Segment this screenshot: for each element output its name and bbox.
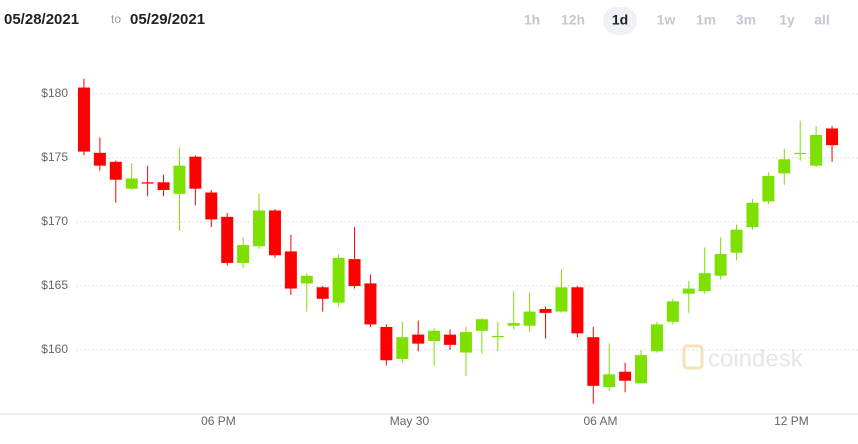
candle-body: [475, 319, 488, 331]
y-tick-label: $170: [41, 214, 68, 228]
x-tick-label: 12 PM: [774, 414, 809, 428]
candle-body: [555, 287, 568, 312]
y-tick-label: $160: [41, 342, 68, 356]
candle-body: [364, 283, 377, 325]
candle-body: [412, 334, 425, 344]
candle-body: [316, 287, 329, 299]
candle-body: [571, 287, 584, 334]
candle-body: [635, 355, 648, 384]
candle-body: [682, 288, 695, 294]
candle-body: [93, 152, 106, 166]
candle-body: [141, 182, 154, 184]
x-tick-label: 06 PM: [201, 414, 236, 428]
x-tick-label: 06 AM: [583, 414, 617, 428]
candle-body: [253, 210, 266, 247]
candle-body: [459, 332, 472, 353]
candle-body: [714, 253, 727, 276]
watermark: coindesk: [708, 345, 804, 372]
candle-body: [221, 216, 234, 263]
x-tick-label: May 30: [390, 414, 430, 428]
candle-body: [650, 324, 663, 352]
range-button-bg: [603, 7, 637, 35]
candle-body: [284, 251, 297, 289]
end-date: 05/29/2021: [130, 11, 205, 28]
range-button[interactable]: 1w: [657, 12, 676, 28]
range-button[interactable]: 1m: [696, 12, 716, 28]
start-date: 05/28/2021: [4, 11, 79, 28]
range-button[interactable]: all: [814, 12, 830, 28]
candle-body: [332, 257, 345, 303]
y-tick-label: $175: [41, 150, 68, 164]
candle-body: [587, 337, 600, 386]
date-separator: to: [111, 12, 121, 26]
y-tick-label: $165: [41, 278, 68, 292]
candle-body: [444, 334, 457, 345]
candle-body: [730, 229, 743, 253]
y-tick-label: $180: [41, 86, 68, 100]
candle-body: [348, 259, 361, 286]
candle-body: [77, 87, 90, 152]
candle-body: [380, 326, 393, 361]
range-button[interactable]: 1d: [612, 12, 628, 28]
candle-body: [507, 323, 520, 326]
candle-body: [157, 182, 170, 190]
candle-body: [826, 128, 839, 146]
candle-body: [794, 152, 807, 155]
candle-body: [109, 161, 122, 180]
candle-body: [189, 156, 202, 189]
candle-body: [523, 311, 536, 326]
candle-body: [810, 134, 823, 166]
candle-body: [778, 159, 791, 174]
candle-body: [603, 374, 616, 388]
range-button[interactable]: 3m: [736, 12, 756, 28]
watermark-logo: [682, 344, 704, 370]
candle-body: [237, 245, 250, 263]
range-button[interactable]: 1y: [779, 12, 795, 28]
range-button[interactable]: 12h: [561, 12, 585, 28]
candle-body: [396, 337, 409, 359]
candle-body: [268, 210, 281, 256]
candle-body: [619, 371, 632, 381]
candle-body: [300, 275, 313, 284]
candle-body: [762, 175, 775, 202]
candle-body: [666, 301, 679, 322]
candle-body: [428, 330, 441, 342]
candle-body: [539, 309, 552, 313]
candle-body: [205, 192, 218, 220]
candle-body: [173, 165, 186, 194]
candle-body: [125, 178, 138, 189]
candle-body: [698, 273, 711, 292]
candle-body: [491, 335, 504, 338]
candle-body: [746, 202, 759, 228]
range-button[interactable]: 1h: [524, 12, 540, 28]
